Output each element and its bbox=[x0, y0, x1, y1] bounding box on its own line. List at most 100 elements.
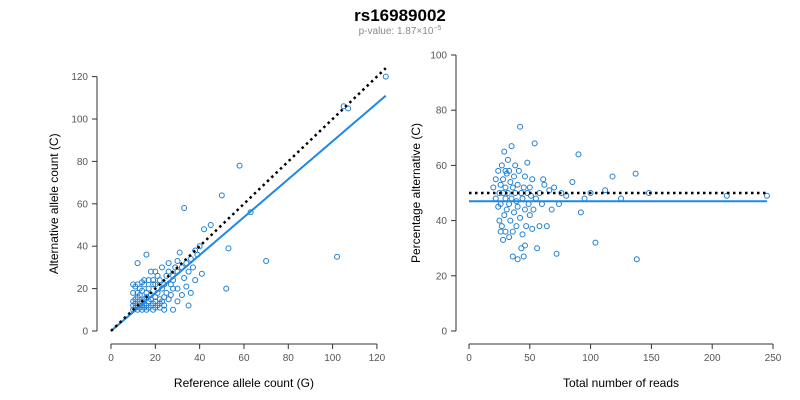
data-point bbox=[506, 167, 513, 174]
data-point bbox=[501, 212, 508, 219]
data-point bbox=[538, 201, 545, 208]
y-tick-label: 60 bbox=[436, 161, 448, 172]
data-point bbox=[530, 206, 537, 213]
reference-line bbox=[110, 67, 387, 332]
data-point bbox=[763, 192, 770, 199]
y-axis-label: Percentage alternative (C) bbox=[409, 123, 423, 263]
data-point bbox=[170, 306, 177, 313]
chart-title: rs16989002 bbox=[354, 6, 446, 25]
data-point bbox=[618, 195, 624, 202]
subtitle-exponent: −5 bbox=[433, 25, 441, 32]
data-point bbox=[514, 256, 521, 263]
data-point bbox=[502, 195, 509, 202]
data-point bbox=[165, 268, 172, 275]
data-point bbox=[529, 225, 536, 232]
data-point bbox=[523, 223, 530, 230]
data-point bbox=[587, 190, 594, 196]
data-point bbox=[519, 231, 526, 238]
y-tick-label: 100 bbox=[430, 51, 447, 62]
data-point bbox=[502, 184, 509, 191]
data-point bbox=[526, 184, 533, 191]
x-tick-label: 150 bbox=[643, 353, 660, 364]
data-point bbox=[517, 214, 524, 221]
x-tick-label: 250 bbox=[765, 353, 782, 364]
data-point bbox=[198, 270, 205, 277]
data-point bbox=[141, 277, 148, 284]
data-point bbox=[507, 217, 514, 224]
data-point bbox=[345, 105, 352, 112]
data-point bbox=[531, 140, 538, 147]
data-point bbox=[541, 181, 548, 188]
data-point bbox=[145, 277, 152, 284]
data-point bbox=[196, 243, 203, 250]
data-point bbox=[189, 264, 196, 271]
data-point bbox=[503, 206, 510, 213]
data-point bbox=[225, 245, 232, 252]
left-panel-allele-counts: 0 20 40 60 80 100 120 0 20 40 60 80 100 120 Reference … bbox=[47, 67, 389, 390]
data-point bbox=[553, 250, 560, 257]
data-point bbox=[185, 302, 192, 309]
data-point bbox=[150, 281, 157, 288]
data-point bbox=[147, 268, 154, 275]
data-point bbox=[555, 201, 562, 208]
y-tick-label: 80 bbox=[77, 157, 89, 168]
data-point bbox=[143, 251, 150, 258]
data-point bbox=[156, 304, 163, 311]
data-point bbox=[145, 285, 152, 292]
data-point bbox=[167, 291, 174, 298]
data-point bbox=[496, 217, 503, 224]
data-point bbox=[534, 245, 541, 252]
y-tick-label: 100 bbox=[71, 115, 88, 126]
data-point bbox=[526, 212, 533, 219]
data-point bbox=[525, 201, 532, 208]
data-point bbox=[509, 184, 516, 191]
data-point bbox=[558, 190, 565, 196]
data-point bbox=[577, 209, 584, 216]
data-point bbox=[497, 228, 504, 235]
data-point bbox=[536, 223, 543, 230]
data-point bbox=[632, 170, 639, 177]
x-tick-label: 0 bbox=[466, 353, 472, 364]
data-point bbox=[498, 223, 505, 230]
x-tick-label: 80 bbox=[283, 353, 295, 364]
x-tick-label: 100 bbox=[324, 353, 341, 364]
data-point bbox=[508, 143, 515, 150]
right-panel-percentage: 0 50 100 150 200 250 0 20 40 60 80 100 Total number … bbox=[409, 51, 782, 391]
data-point bbox=[551, 184, 558, 191]
data-point bbox=[134, 260, 141, 267]
data-point bbox=[497, 181, 504, 188]
x-axis-label: Total number of reads bbox=[563, 376, 679, 390]
data-point bbox=[510, 173, 517, 180]
data-point bbox=[543, 223, 550, 230]
data-point bbox=[156, 277, 163, 284]
data-point bbox=[509, 228, 516, 235]
data-point bbox=[492, 195, 499, 202]
data-point bbox=[183, 283, 190, 290]
data-point bbox=[521, 242, 528, 249]
data-point bbox=[502, 167, 509, 174]
data-point bbox=[513, 223, 520, 230]
x-axis-label: Reference allele count (G) bbox=[174, 376, 314, 390]
data-point bbox=[517, 123, 524, 130]
data-point bbox=[507, 178, 514, 185]
data-point bbox=[581, 195, 588, 202]
data-point bbox=[515, 167, 522, 174]
subtitle-prefix: p-value: 1.87×10 bbox=[359, 26, 434, 37]
data-point bbox=[569, 178, 576, 185]
data-point bbox=[723, 192, 730, 199]
data-point bbox=[158, 264, 165, 271]
data-point bbox=[508, 195, 515, 202]
data-point bbox=[174, 258, 181, 265]
data-point bbox=[521, 206, 528, 213]
data-point bbox=[181, 205, 188, 212]
x-tick-label: 40 bbox=[194, 353, 206, 364]
data-point bbox=[504, 156, 511, 163]
data-point bbox=[592, 239, 599, 246]
data-point bbox=[633, 256, 640, 263]
data-point bbox=[602, 187, 609, 194]
data-point bbox=[498, 162, 505, 169]
data-point bbox=[223, 285, 230, 292]
x-tick-label: 120 bbox=[369, 353, 386, 364]
data-point bbox=[524, 159, 531, 166]
